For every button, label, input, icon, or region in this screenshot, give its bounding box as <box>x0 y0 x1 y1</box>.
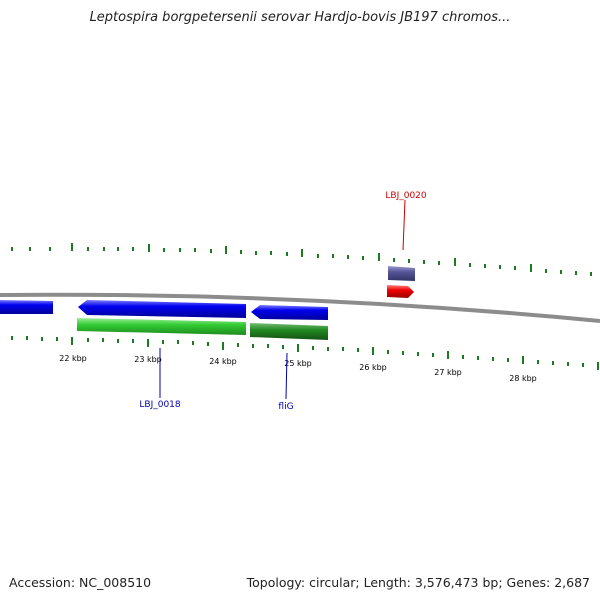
feature-block-purple[interactable] <box>388 266 415 281</box>
genome-summary-text: Topology: circular; Length: 3,576,473 bp… <box>246 575 590 590</box>
chromosome-backbone <box>0 292 600 323</box>
leader-line-flig <box>285 352 288 400</box>
scale-label-27: 27 kbp <box>434 368 462 377</box>
feature-block-dark-green[interactable] <box>250 323 328 340</box>
gene-arrow-lbj-0020[interactable] <box>387 285 414 298</box>
gene-arrow-lbj-0018[interactable] <box>78 300 246 318</box>
outer-ticks <box>11 243 592 276</box>
scale-label-24: 24 kbp <box>209 357 237 366</box>
scale-label-22: 22 kbp <box>59 354 87 363</box>
gene-arrow-flig-blue[interactable] <box>251 305 328 320</box>
feature-block-green[interactable] <box>77 318 246 335</box>
scale-label-28: 28 kbp <box>509 374 537 383</box>
inner-ticks <box>11 336 599 370</box>
scale-label-26: 26 kbp <box>359 363 387 372</box>
gene-arrow-left-edge[interactable] <box>0 300 53 314</box>
gene-label-lbj-0020[interactable]: LBJ_0020 <box>385 191 427 201</box>
leader-line-lbj-0020 <box>402 199 406 251</box>
gene-label-flig[interactable]: fliG <box>278 402 293 412</box>
scale-label-25: 25 kbp <box>284 359 312 368</box>
map-title: Leptospira borgpetersenii serovar Hardjo… <box>89 10 511 25</box>
scale-label-23: 23 kbp <box>134 355 162 364</box>
gene-label-lbj-0018[interactable]: LBJ_0018 <box>139 400 181 410</box>
accession-text: Accession: NC_008510 <box>9 575 152 590</box>
